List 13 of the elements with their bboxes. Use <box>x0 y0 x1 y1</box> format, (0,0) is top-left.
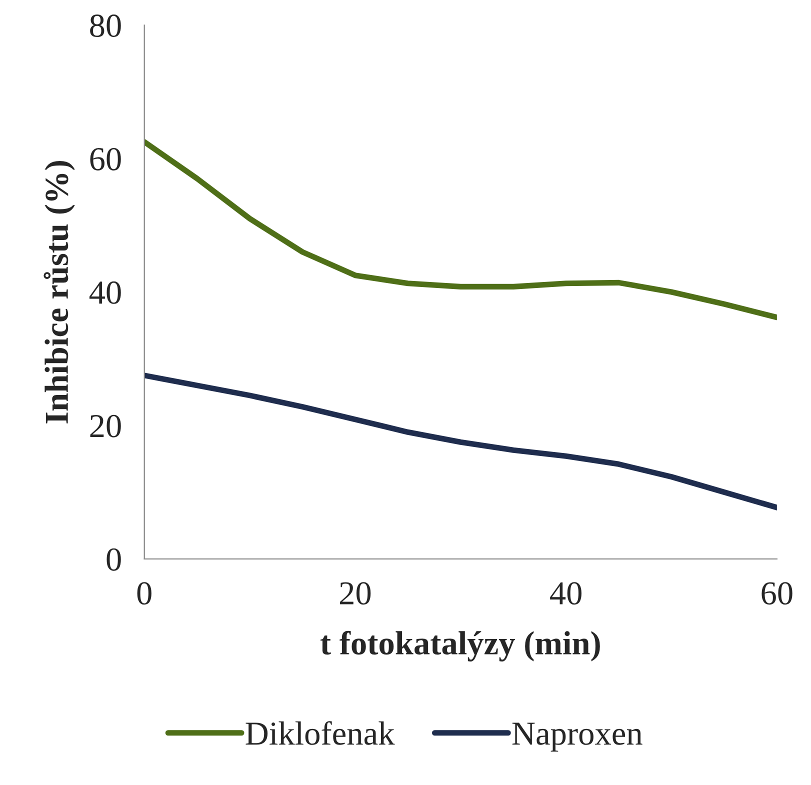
y-tick-label: 80 <box>90 14 121 38</box>
y-tick-label: 0 <box>106 548 121 571</box>
y-tick-label: 40 <box>89 281 121 304</box>
x-tick-label: 0 <box>137 582 152 605</box>
x-axis-title: t fotokatalýzy (min) <box>320 630 600 662</box>
x-tick-label: 60 <box>762 582 792 605</box>
y-tick-label: 20 <box>90 414 121 438</box>
legend-label: Diklofenak <box>246 721 395 745</box>
y-tick-label: 60 <box>90 148 121 170</box>
x-tick-label: 20 <box>340 582 371 605</box>
x-tick-label: 40 <box>550 582 582 605</box>
y-axis-title: Inhibice růstu (%) <box>44 161 75 424</box>
legend-label: Naproxen <box>512 722 642 752</box>
